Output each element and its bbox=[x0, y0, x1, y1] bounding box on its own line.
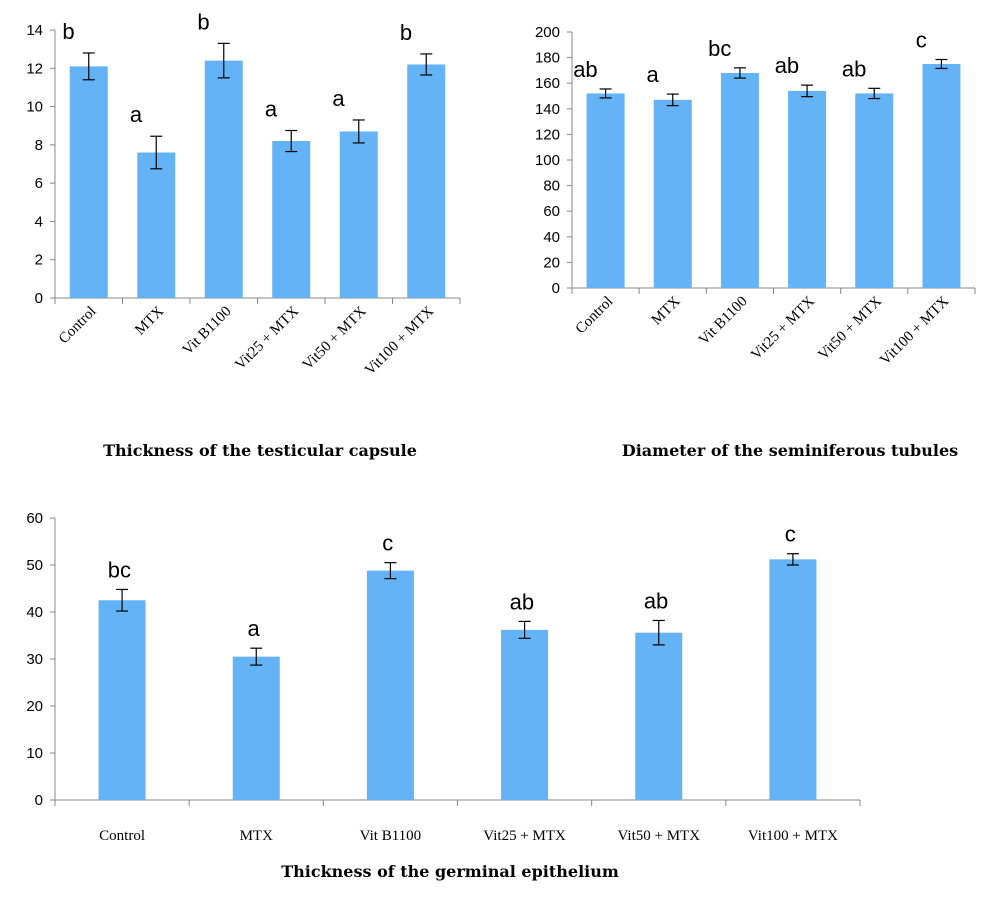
significance-label: a bbox=[247, 616, 260, 641]
bar bbox=[98, 600, 146, 800]
significance-label: c bbox=[785, 522, 796, 547]
significance-label: c bbox=[916, 28, 927, 53]
x-tick-label: Vit25 + MTX bbox=[232, 303, 302, 373]
x-tick-label: MTX bbox=[649, 293, 684, 328]
x-tick-label: Vit25 + MTX bbox=[748, 293, 818, 363]
x-tick-label: Vit B1100 bbox=[696, 294, 751, 349]
significance-label: a bbox=[646, 62, 659, 87]
bar bbox=[720, 72, 759, 289]
x-tick-label: Vit50 + MTX bbox=[300, 303, 370, 373]
y-tick-label: 140 bbox=[535, 101, 560, 118]
significance-label: bc bbox=[108, 557, 131, 582]
y-tick-label: 0 bbox=[35, 792, 43, 809]
y-tick-label: 8 bbox=[35, 137, 43, 154]
chart-testicular-capsule: 0 2 4 6 8 10 12 14 b Control a MTX b Vit B1100 a Vit25 … bbox=[26, 9, 461, 379]
chart-title-germinal-epithelium: Thickness of the germinal epithelium bbox=[281, 862, 619, 881]
x-tick-label: MTX bbox=[132, 303, 167, 338]
bar bbox=[501, 629, 549, 800]
y-tick-label: 6 bbox=[35, 175, 43, 192]
bar bbox=[635, 632, 683, 800]
x-tick-label: Vit B1100 bbox=[180, 304, 235, 359]
bar bbox=[407, 64, 446, 298]
chart-seminiferous-tubules: 0 20 40 60 80 100 120 140 160 180 200 ab Control a MTX… bbox=[535, 24, 976, 369]
significance-label: ab bbox=[573, 57, 597, 82]
significance-label: ab bbox=[510, 589, 534, 614]
x-tick-label: Control bbox=[99, 828, 145, 844]
bar bbox=[788, 90, 827, 288]
significance-label: a bbox=[332, 86, 345, 111]
significance-label: bc bbox=[708, 36, 731, 61]
x-tick-label: Vit100 + MTX bbox=[877, 293, 952, 368]
bar bbox=[653, 99, 692, 288]
y-tick-label: 80 bbox=[543, 178, 560, 195]
x-tick-label: Control bbox=[56, 304, 100, 348]
significance-label: b bbox=[400, 20, 412, 45]
chart-title-seminiferous-tubules: Diameter of the seminiferous tubules bbox=[622, 441, 958, 460]
chart-title-testicular-capsule: Thickness of the testicular capsule bbox=[103, 441, 417, 460]
chart-germinal-epithelium: 0 10 20 30 40 50 60 bc Control a MTX c Vit B1100 ab Vi… bbox=[26, 510, 861, 844]
x-tick-label: Vit50 + MTX bbox=[815, 293, 885, 363]
x-tick-label: Vit B1100 bbox=[360, 828, 421, 844]
bar bbox=[769, 559, 817, 800]
y-tick-label: 10 bbox=[26, 745, 43, 762]
y-tick-label: 0 bbox=[35, 290, 43, 307]
y-tick-label: 180 bbox=[535, 50, 560, 67]
x-tick-label: Vit25 + MTX bbox=[483, 828, 566, 844]
bar bbox=[855, 93, 894, 288]
bar bbox=[272, 141, 311, 298]
y-tick-label: 30 bbox=[26, 651, 43, 668]
x-tick-label: Vit100 + MTX bbox=[748, 828, 838, 844]
significance-label: b bbox=[197, 9, 209, 34]
y-tick-label: 40 bbox=[26, 604, 43, 621]
bar bbox=[586, 93, 625, 288]
significance-label: a bbox=[265, 97, 278, 122]
significance-label: ab bbox=[842, 56, 866, 81]
y-tick-label: 60 bbox=[26, 510, 43, 527]
x-tick-label: Control bbox=[573, 294, 617, 338]
y-tick-label: 50 bbox=[26, 557, 43, 574]
bar bbox=[204, 60, 243, 298]
significance-label: ab bbox=[644, 588, 668, 613]
y-tick-label: 60 bbox=[543, 203, 560, 220]
significance-label: a bbox=[130, 102, 143, 127]
bar bbox=[232, 656, 280, 800]
y-tick-label: 120 bbox=[535, 126, 560, 143]
y-tick-label: 160 bbox=[535, 75, 560, 92]
significance-label: b bbox=[62, 19, 74, 44]
bar bbox=[339, 131, 378, 298]
x-tick-label: MTX bbox=[240, 828, 274, 844]
significance-label: ab bbox=[775, 53, 799, 78]
y-tick-label: 0 bbox=[552, 280, 560, 297]
x-tick-label: Vit50 + MTX bbox=[617, 828, 700, 844]
y-tick-label: 20 bbox=[543, 254, 560, 271]
y-tick-label: 12 bbox=[26, 60, 43, 77]
x-tick-label: Vit100 + MTX bbox=[362, 303, 437, 378]
y-tick-label: 20 bbox=[26, 698, 43, 715]
bar bbox=[366, 570, 414, 800]
y-tick-label: 100 bbox=[535, 152, 560, 169]
bar bbox=[69, 66, 108, 298]
y-tick-label: 10 bbox=[26, 99, 43, 116]
y-tick-label: 2 bbox=[35, 252, 43, 269]
y-tick-label: 40 bbox=[543, 229, 560, 246]
bar bbox=[137, 152, 176, 298]
y-tick-label: 4 bbox=[35, 213, 43, 230]
significance-label: c bbox=[382, 531, 393, 556]
y-tick-label: 200 bbox=[535, 24, 560, 41]
bar bbox=[922, 64, 961, 288]
y-tick-label: 14 bbox=[26, 22, 43, 39]
